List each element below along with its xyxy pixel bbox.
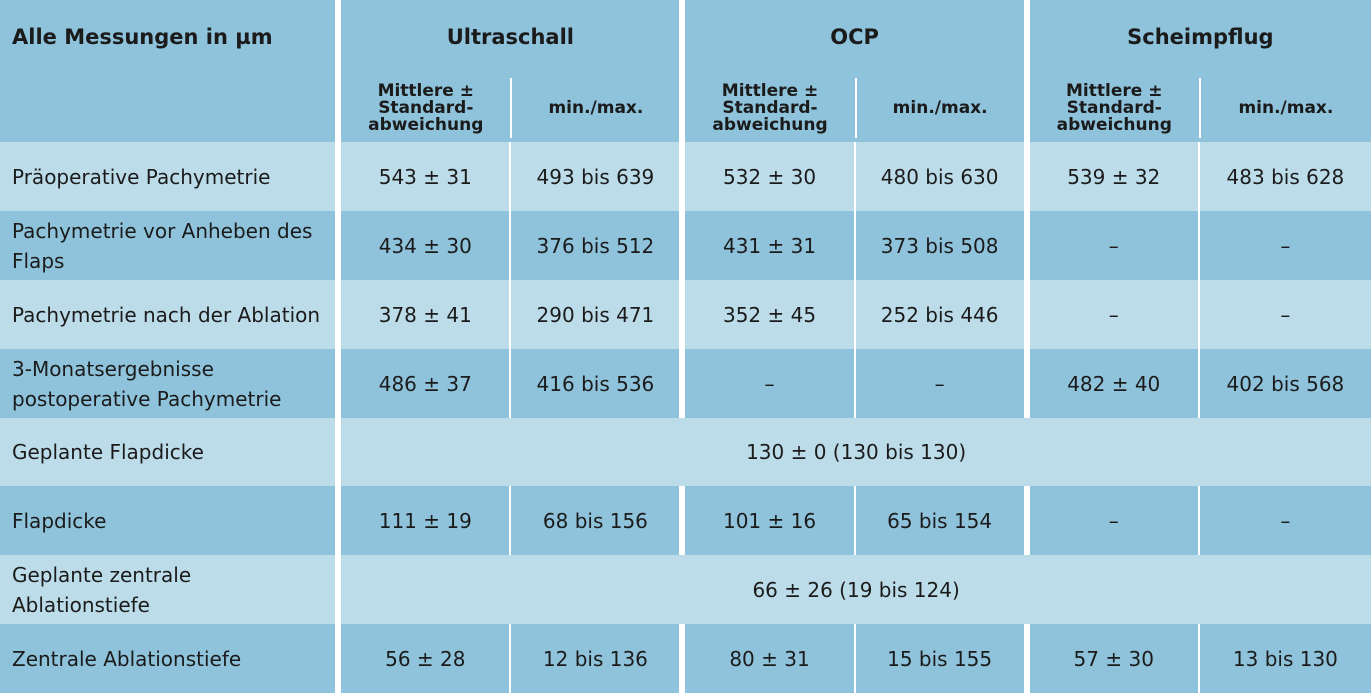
table-cell: 483 bis 628 — [1197, 142, 1371, 211]
table-row: Pachymetrie vor Anheben des Flaps 434 ± … — [0, 211, 1371, 280]
corner-header: Alle Messungen in µm — [12, 25, 273, 49]
table-cell: 13 bis 130 — [1197, 624, 1371, 693]
table-cell: 532 ± 30 — [679, 142, 855, 211]
table-cell: – — [1023, 280, 1199, 349]
table-cell: – — [1197, 486, 1371, 555]
row-label: Flapdicke — [0, 486, 339, 555]
group-header-ultraschall: Ultraschall — [335, 0, 683, 74]
table-cell: 431 ± 31 — [679, 211, 855, 280]
table-cell: 252 bis 446 — [853, 280, 1027, 349]
subheader-minmax-ultraschall: min./max. — [510, 74, 682, 142]
table-row: Präoperative Pachymetrie 543 ± 31 493 bi… — [0, 142, 1371, 211]
subheader-mean-ultraschall: Mittlere ± Standard-abweichung — [335, 74, 511, 142]
merged-cell: 130 ± 0 (130 bis 130) — [335, 418, 1371, 486]
table-cell: 12 bis 136 — [509, 624, 683, 693]
corner-header-empty — [0, 74, 338, 142]
table-cell: 376 bis 512 — [509, 211, 683, 280]
table-cell: 15 bis 155 — [853, 624, 1027, 693]
table-row: Flapdicke 111 ± 19 68 bis 156 101 ± 16 6… — [0, 486, 1371, 555]
table-cell: 352 ± 45 — [679, 280, 855, 349]
table-cell: 290 bis 471 — [509, 280, 683, 349]
table-cell: 539 ± 32 — [1023, 142, 1199, 211]
row-label: Geplante zentrale Ablationstiefe — [0, 555, 339, 624]
table-cell: 56 ± 28 — [335, 624, 511, 693]
table-cell: 80 ± 31 — [679, 624, 855, 693]
header-row-groups: Alle Messungen in µm Ultraschall OCP Sch… — [0, 0, 1371, 74]
table-cell: – — [679, 349, 855, 418]
row-label: Pachymetrie nach der Ablation — [0, 280, 339, 349]
row-label: Geplante Flapdicke — [0, 418, 339, 486]
table-cell: – — [853, 349, 1027, 418]
table-row: Pachymetrie nach der Ablation 378 ± 41 2… — [0, 280, 1371, 349]
row-label: Pachymetrie vor Anheben des Flaps — [0, 211, 339, 280]
table-cell: 482 ± 40 — [1023, 349, 1199, 418]
subheader-minmax-scheimpflug: min./max. — [1198, 74, 1371, 142]
table-cell: – — [1197, 280, 1371, 349]
header-row-subcolumns: Mittlere ± Standard-abweichung min./max. … — [0, 74, 1371, 142]
table-cell: 57 ± 30 — [1023, 624, 1199, 693]
table-cell: 493 bis 639 — [509, 142, 683, 211]
subheader-minmax-ocp: min./max. — [854, 74, 1027, 142]
row-label: Zentrale Ablationstiefe — [0, 624, 339, 693]
table-cell: 68 bis 156 — [509, 486, 683, 555]
table-cell: – — [1023, 211, 1199, 280]
table-cell: 101 ± 16 — [679, 486, 855, 555]
table-row: Geplante Flapdicke 130 ± 0 (130 bis 130) — [0, 418, 1371, 486]
table-row: 3-Monatsergebnisse postoperative Pachyme… — [0, 349, 1371, 418]
table-cell: 378 ± 41 — [335, 280, 511, 349]
table-row: Zentrale Ablationstiefe 56 ± 28 12 bis 1… — [0, 624, 1371, 693]
table-cell: 65 bis 154 — [853, 486, 1027, 555]
row-label: Präoperative Pachymetrie — [0, 142, 339, 211]
table-cell: 373 bis 508 — [853, 211, 1027, 280]
table-cell: 480 bis 630 — [853, 142, 1027, 211]
table-row: Geplante zentrale Ablationstiefe 66 ± 26… — [0, 555, 1371, 624]
table-cell: 402 bis 568 — [1197, 349, 1371, 418]
table-cell: 434 ± 30 — [335, 211, 511, 280]
subheader-mean-scheimpflug: Mittlere ± Standard-abweichung — [1023, 74, 1199, 142]
table-cell: 543 ± 31 — [335, 142, 511, 211]
table-cell: 486 ± 37 — [335, 349, 511, 418]
table-cell: 416 bis 536 — [509, 349, 683, 418]
table-cell: – — [1023, 486, 1199, 555]
row-label: 3-Monatsergebnisse postoperative Pachyme… — [0, 349, 339, 418]
subheader-mean-ocp: Mittlere ± Standard-abweichung — [679, 74, 855, 142]
table-cell: 111 ± 19 — [335, 486, 511, 555]
merged-cell: 66 ± 26 (19 bis 124) — [335, 555, 1371, 624]
group-header-scheimpflug: Scheimpflug — [1023, 0, 1371, 74]
group-header-ocp: OCP — [679, 0, 1027, 74]
table-cell: – — [1197, 211, 1371, 280]
